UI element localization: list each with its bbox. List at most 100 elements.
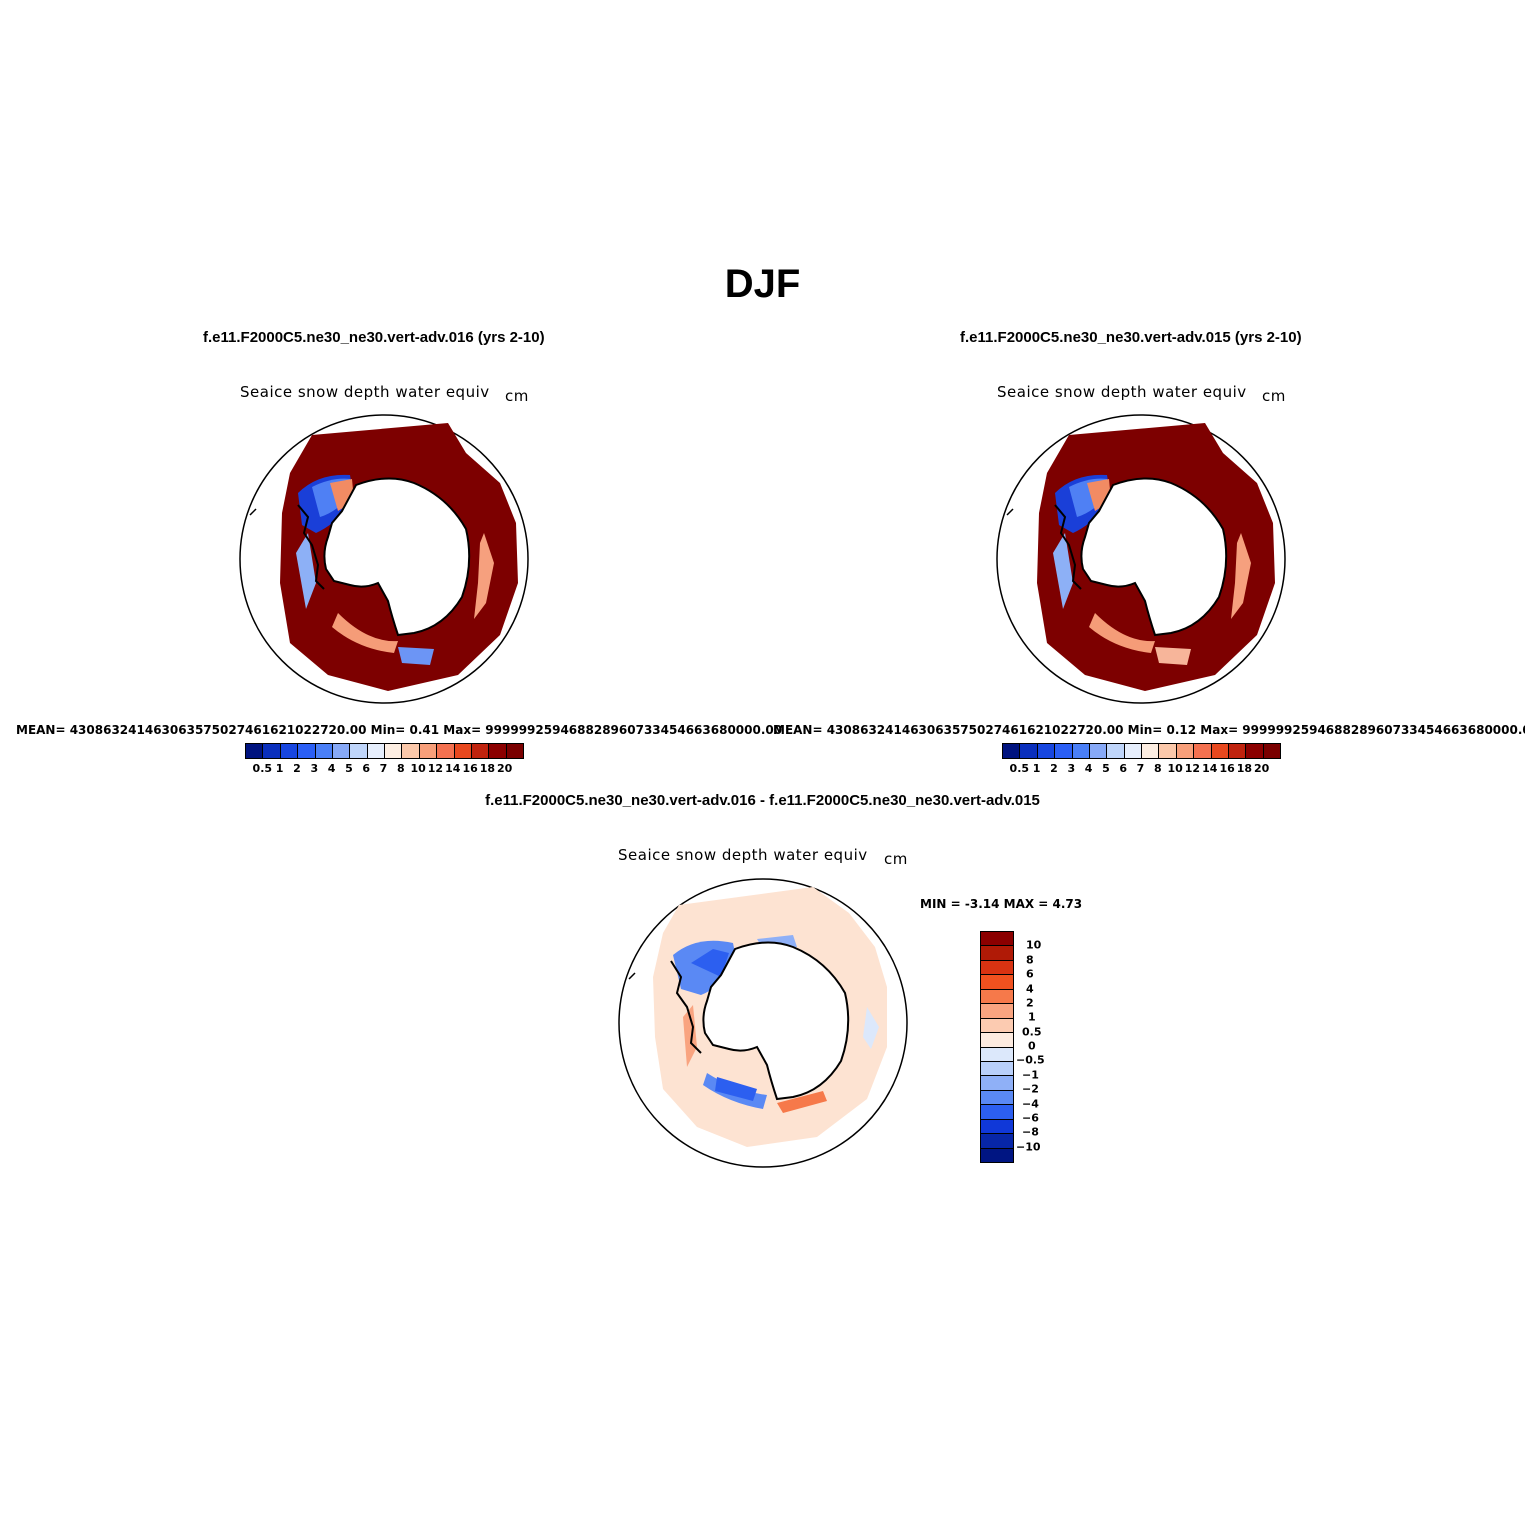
p2-tick: 14 (1202, 762, 1218, 775)
d-tick: 0 (1028, 1039, 1036, 1053)
p1-tick: 18 (479, 762, 496, 775)
d-swatch-15 (981, 1134, 1013, 1149)
d-tick: −8 (1022, 1125, 1039, 1139)
p1-swatch-8 (367, 744, 385, 758)
diff-variable-label: Seaice snow depth water equiv (618, 846, 868, 864)
p1-swatch-14 (471, 744, 490, 758)
p2-tick: 8 (1153, 762, 1162, 775)
figure-title: DJF (724, 262, 801, 306)
panel1-colorbar-labels: 0.5 1 2 3 4 5 6 7 8 10 12 14 16 18 20 (245, 762, 522, 776)
panel1-stats: MEAN= 430863241463063575027461621022720.… (16, 723, 783, 737)
p1-tick: 7 (379, 762, 388, 775)
d-swatch-1 (981, 932, 1013, 947)
d-swatch-13 (981, 1105, 1013, 1120)
panel2-case-title: f.e11.F2000C5.ne30_ne30.vert-adv.015 (yr… (960, 329, 1302, 346)
p1-tick: 10 (410, 762, 426, 775)
d-tick: 0.5 (1022, 1025, 1042, 1039)
panel1-colorbar (245, 743, 524, 759)
d-tick: 1 (1028, 1010, 1036, 1024)
p2-tick: 1 (1032, 762, 1041, 775)
p2-tick: 7 (1136, 762, 1145, 775)
d-swatch-5 (981, 989, 1013, 1005)
p2-swatch-13 (1211, 744, 1229, 758)
d-tick: −4 (1022, 1097, 1039, 1110)
p2-tick: 16 (1219, 762, 1235, 775)
d-swatch-12 (981, 1090, 1013, 1106)
d-swatch-11 (981, 1076, 1013, 1091)
p2-swatch-3 (1037, 744, 1056, 758)
p2-tick: 5 (1102, 762, 1110, 775)
panel1-variable-label: Seaice snow depth water equiv (240, 383, 490, 401)
p1-tick: 4 (327, 762, 336, 775)
panel2-polar-map (996, 414, 1286, 704)
p1-tick: 14 (445, 762, 461, 775)
p2-swatch-16 (1263, 744, 1280, 758)
d-swatch-6 (981, 1004, 1013, 1019)
diff-case-title: f.e11.F2000C5.ne30_ne30.vert-adv.016 - f… (485, 792, 1040, 809)
p2-swatch-6 (1089, 744, 1108, 758)
p2-swatch-7 (1107, 744, 1125, 758)
p1-tick: 16 (462, 762, 478, 775)
d-tick: −2 (1022, 1082, 1039, 1096)
p2-tick: 20 (1254, 762, 1270, 775)
p2-swatch-14 (1228, 744, 1247, 758)
p1-tick: 6 (362, 762, 371, 775)
panel1-polar-map (239, 414, 529, 704)
panel2-units-label: cm (1262, 387, 1286, 405)
p1-swatch-1 (246, 744, 264, 758)
d-swatch-16 (981, 1148, 1013, 1162)
p2-swatch-15 (1246, 744, 1264, 758)
p2-swatch-9 (1142, 744, 1160, 758)
d-swatch-3 (981, 960, 1013, 976)
p2-swatch-11 (1176, 744, 1195, 758)
d-swatch-2 (981, 946, 1013, 961)
d-tick: 2 (1026, 996, 1034, 1010)
p2-tick: 12 (1184, 762, 1201, 775)
panel2-variable-label: Seaice snow depth water equiv (997, 383, 1247, 401)
panel2-stats: MEAN= 430863241463063575027461621022720.… (773, 723, 1525, 737)
p1-tick: 20 (497, 762, 513, 775)
d-tick: 6 (1026, 967, 1034, 981)
p2-tick: 3 (1067, 762, 1076, 775)
p1-swatch-11 (419, 744, 438, 758)
p2-tick: 6 (1119, 762, 1128, 775)
p1-swatch-7 (350, 744, 368, 758)
p1-swatch-13 (454, 744, 472, 758)
d-swatch-8 (981, 1033, 1013, 1048)
p1-tick: 5 (345, 762, 353, 775)
d-tick: −0.5 (1016, 1053, 1045, 1067)
d-tick: 8 (1026, 953, 1034, 967)
p2-tick: 2 (1050, 762, 1058, 775)
panel2-colorbar (1002, 743, 1281, 759)
p2-tick: 0.5 (1009, 762, 1030, 775)
p1-swatch-9 (385, 744, 403, 758)
p1-swatch-10 (402, 744, 420, 758)
p2-swatch-2 (1020, 744, 1038, 758)
p2-tick: 4 (1084, 762, 1093, 775)
diff-polar-map (618, 878, 908, 1168)
panel1-case-title: f.e11.F2000C5.ne30_ne30.vert-adv.016 (yr… (203, 329, 545, 346)
diff-colorbar (980, 931, 1014, 1163)
d-swatch-9 (981, 1047, 1013, 1062)
diff-colorbar-labels: 10 8 6 4 2 1 0.5 0 −0.5 −1 −2 −4 −6 −8 −… (1016, 931, 1080, 1161)
p2-swatch-1 (1003, 744, 1021, 758)
d-swatch-10 (981, 1061, 1013, 1077)
d-swatch-4 (981, 975, 1013, 990)
diff-stats: MIN = -3.14 MAX = 4.73 (920, 897, 1083, 911)
d-tick: −1 (1022, 1068, 1039, 1082)
d-tick: 4 (1026, 982, 1034, 995)
p1-tick: 2 (293, 762, 301, 775)
p1-tick: 3 (310, 762, 319, 775)
p2-tick: 18 (1236, 762, 1253, 775)
d-tick: −10 (1016, 1140, 1041, 1154)
p2-swatch-4 (1055, 744, 1073, 758)
p1-swatch-12 (437, 744, 455, 758)
p1-tick: 12 (427, 762, 444, 775)
p2-swatch-12 (1194, 744, 1212, 758)
p1-swatch-4 (298, 744, 316, 758)
p2-swatch-10 (1159, 744, 1177, 758)
p1-swatch-2 (263, 744, 281, 758)
panel1-units-label: cm (505, 387, 529, 405)
p1-swatch-16 (506, 744, 523, 758)
d-tick: 10 (1026, 938, 1042, 952)
